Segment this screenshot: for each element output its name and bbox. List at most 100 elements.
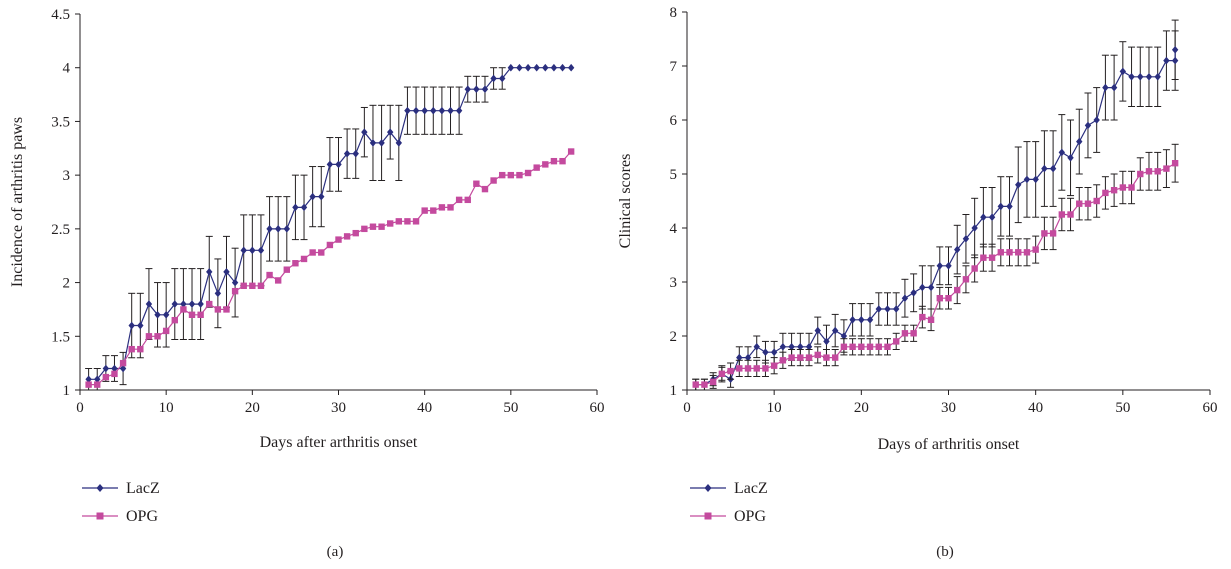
data-point [971,224,978,232]
data-point [223,306,230,313]
data-point [1015,181,1022,189]
data-point [1006,202,1013,211]
data-point [533,63,540,72]
data-point [111,364,118,373]
data-point [1058,211,1066,218]
data-point [154,311,161,319]
data-point [266,271,273,279]
data-point [180,300,187,308]
data-point [736,365,743,372]
data-point [481,85,489,93]
data-point [249,246,256,255]
data-point [1023,249,1031,256]
data-point [1110,187,1118,194]
data-point [1145,73,1153,81]
data-point [85,375,92,384]
data-point [481,185,489,193]
data-point [171,316,178,324]
data-point [1076,200,1083,207]
data-point [1015,249,1022,256]
x-tick-label: 0 [683,400,691,416]
data-point [1067,211,1074,218]
x-tick-label: 30 [941,400,956,416]
data-point [387,220,394,227]
data-point [1163,165,1170,172]
data-point [137,321,144,330]
data-point [875,305,882,313]
data-point [1067,154,1074,162]
data-point [542,63,549,72]
data-point [962,276,970,283]
data-point [701,381,708,388]
data-point [919,283,926,292]
series-opg [85,148,575,388]
series-lacz [85,63,575,391]
data-point [455,106,463,115]
panel-b: 1 2 3 4 5 6 7 8 0 10 20 30 40 50 60 Days of arthritis o… [617,5,1218,560]
y-tick-label: 6 [670,113,678,129]
data-point [283,266,290,273]
series-line [695,49,1176,386]
data-point [1102,189,1109,197]
data-point [197,300,204,308]
data-point [412,218,420,225]
data-point [770,348,778,356]
data-point [257,282,265,289]
data-point [352,229,359,237]
x-axis-title: Days after arthritis onset [260,434,418,451]
data-point [927,316,935,323]
data-point [962,235,970,243]
data-point [884,343,891,350]
x-tick-label: 50 [503,400,518,416]
data-point [559,157,566,165]
data-point [111,370,118,378]
data-point [866,316,874,324]
x-tick-label: 50 [1115,400,1130,416]
data-point [1041,164,1048,173]
data-point [736,353,743,362]
data-point [206,300,213,308]
data-point [1154,168,1161,175]
x-tick-label: 40 [1028,400,1043,416]
x-tick-label: 10 [159,400,174,416]
data-point [188,311,196,318]
data-point [1084,200,1092,207]
data-point [162,311,170,319]
data-point [206,268,213,276]
data-point [1023,175,1031,184]
data-point [473,180,480,187]
data-point [1171,56,1179,65]
data-point [352,149,359,158]
data-point [823,354,830,361]
data-point [893,305,900,313]
data-point [499,74,506,83]
data-point [240,282,247,289]
data-point [283,225,290,233]
data-point [823,337,830,346]
data-point [430,106,437,115]
data-point [1006,249,1013,256]
data-point [1163,56,1170,65]
data-point [770,362,778,369]
data-point [1049,230,1057,237]
data-point [266,225,273,233]
data-point [102,373,110,381]
data-point [257,246,265,255]
panel-label: (a) [327,544,344,560]
data-point [421,207,428,214]
data-point [1084,121,1092,130]
y-tick-label: 2 [63,276,71,292]
data-point [102,364,110,373]
data-point [128,321,135,330]
y-tick-label: 4 [670,221,678,237]
legend-marker [96,512,104,520]
data-point [524,63,532,72]
data-point [814,351,821,359]
data-point [567,63,575,72]
data-point [154,333,161,340]
data-point [893,338,900,345]
data-point [292,260,299,267]
data-point [378,223,385,230]
y-axis-title: Incidence of arthritis paws [9,117,26,287]
data-point [858,316,865,324]
